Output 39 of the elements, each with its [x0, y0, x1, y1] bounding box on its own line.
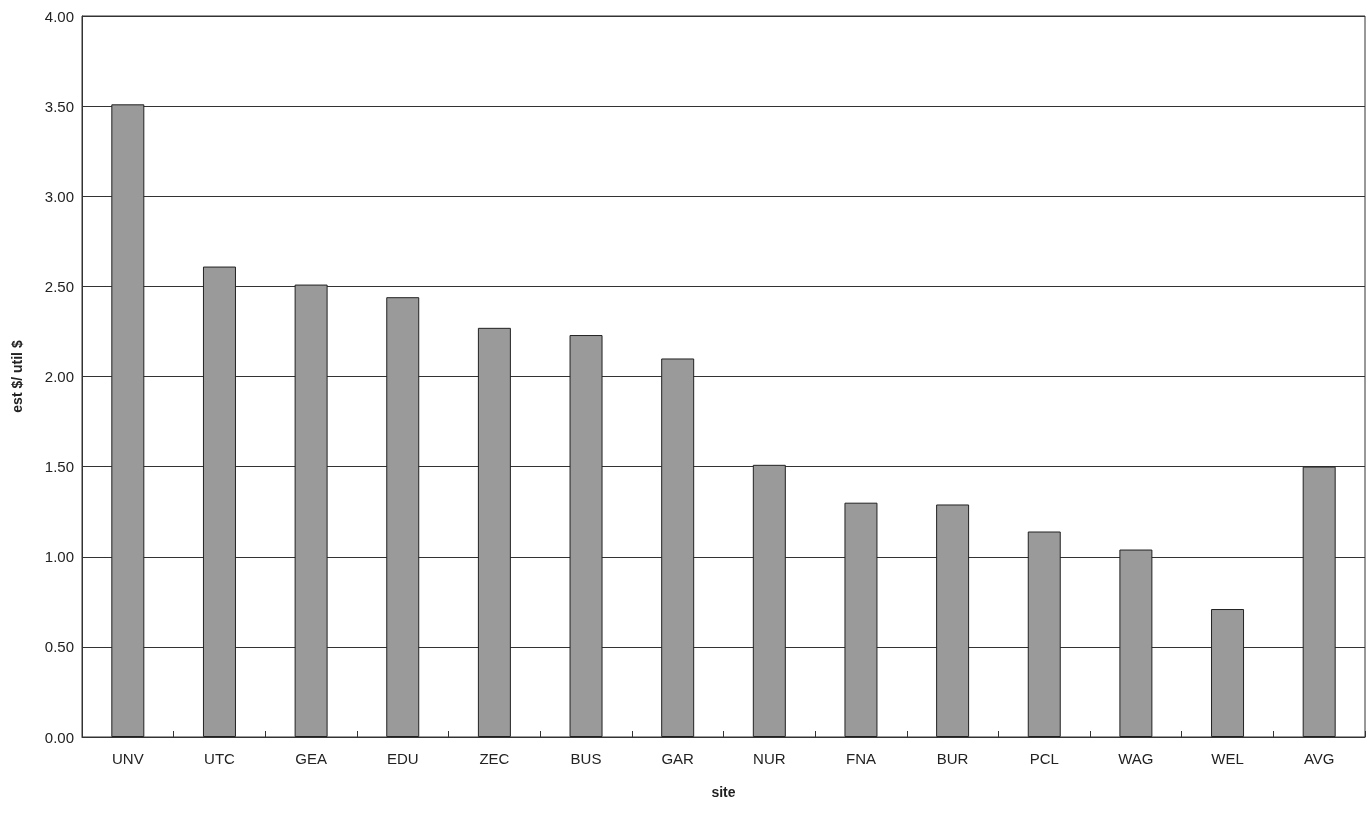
y-tick-label: 0.00 [44, 728, 74, 746]
y-tick-label: 1.50 [44, 458, 74, 476]
bar [111, 104, 145, 737]
x-tick-label: NUR [753, 750, 786, 767]
x-tick-label: ZEC [479, 750, 510, 767]
y-tick-label: 2.50 [44, 277, 74, 295]
y-tick-label: 1.00 [44, 548, 74, 566]
bar [752, 464, 786, 737]
x-tick-label: WAG [1118, 750, 1154, 767]
bar [569, 335, 603, 737]
x-tick-label: UNV [111, 750, 144, 767]
bar [936, 504, 970, 737]
bar [477, 327, 511, 737]
x-tick-label: EDU [386, 750, 419, 767]
bar [1211, 609, 1245, 737]
y-axis-title: est $/ util $ [9, 340, 25, 413]
x-tick-label: BUS [570, 750, 602, 767]
y-tick-label: 0.50 [44, 638, 74, 656]
x-axis-title: site [711, 784, 736, 800]
x-tick-label: GAR [661, 750, 695, 767]
bar [386, 297, 420, 737]
bar [294, 284, 328, 737]
bar [1302, 466, 1336, 737]
x-tick-label: WEL [1211, 750, 1244, 767]
bar [1119, 549, 1153, 737]
y-tick-label: 3.00 [44, 187, 74, 205]
bar [844, 502, 878, 737]
y-tick-label: 2.00 [44, 368, 74, 385]
x-tick-label: PCL [1029, 750, 1059, 767]
bar [1027, 531, 1061, 737]
x-tick-label: UTC [204, 750, 236, 767]
bar [202, 266, 236, 737]
x-tick-label: GEA [295, 750, 327, 767]
bar [661, 358, 695, 737]
x-tick-label: FNA [845, 750, 876, 767]
y-tick-label: 4.00 [44, 7, 74, 25]
x-tick-label: BUR [936, 750, 969, 767]
y-tick-label: 3.50 [44, 97, 74, 115]
x-tick-label: AVG [1303, 750, 1335, 767]
